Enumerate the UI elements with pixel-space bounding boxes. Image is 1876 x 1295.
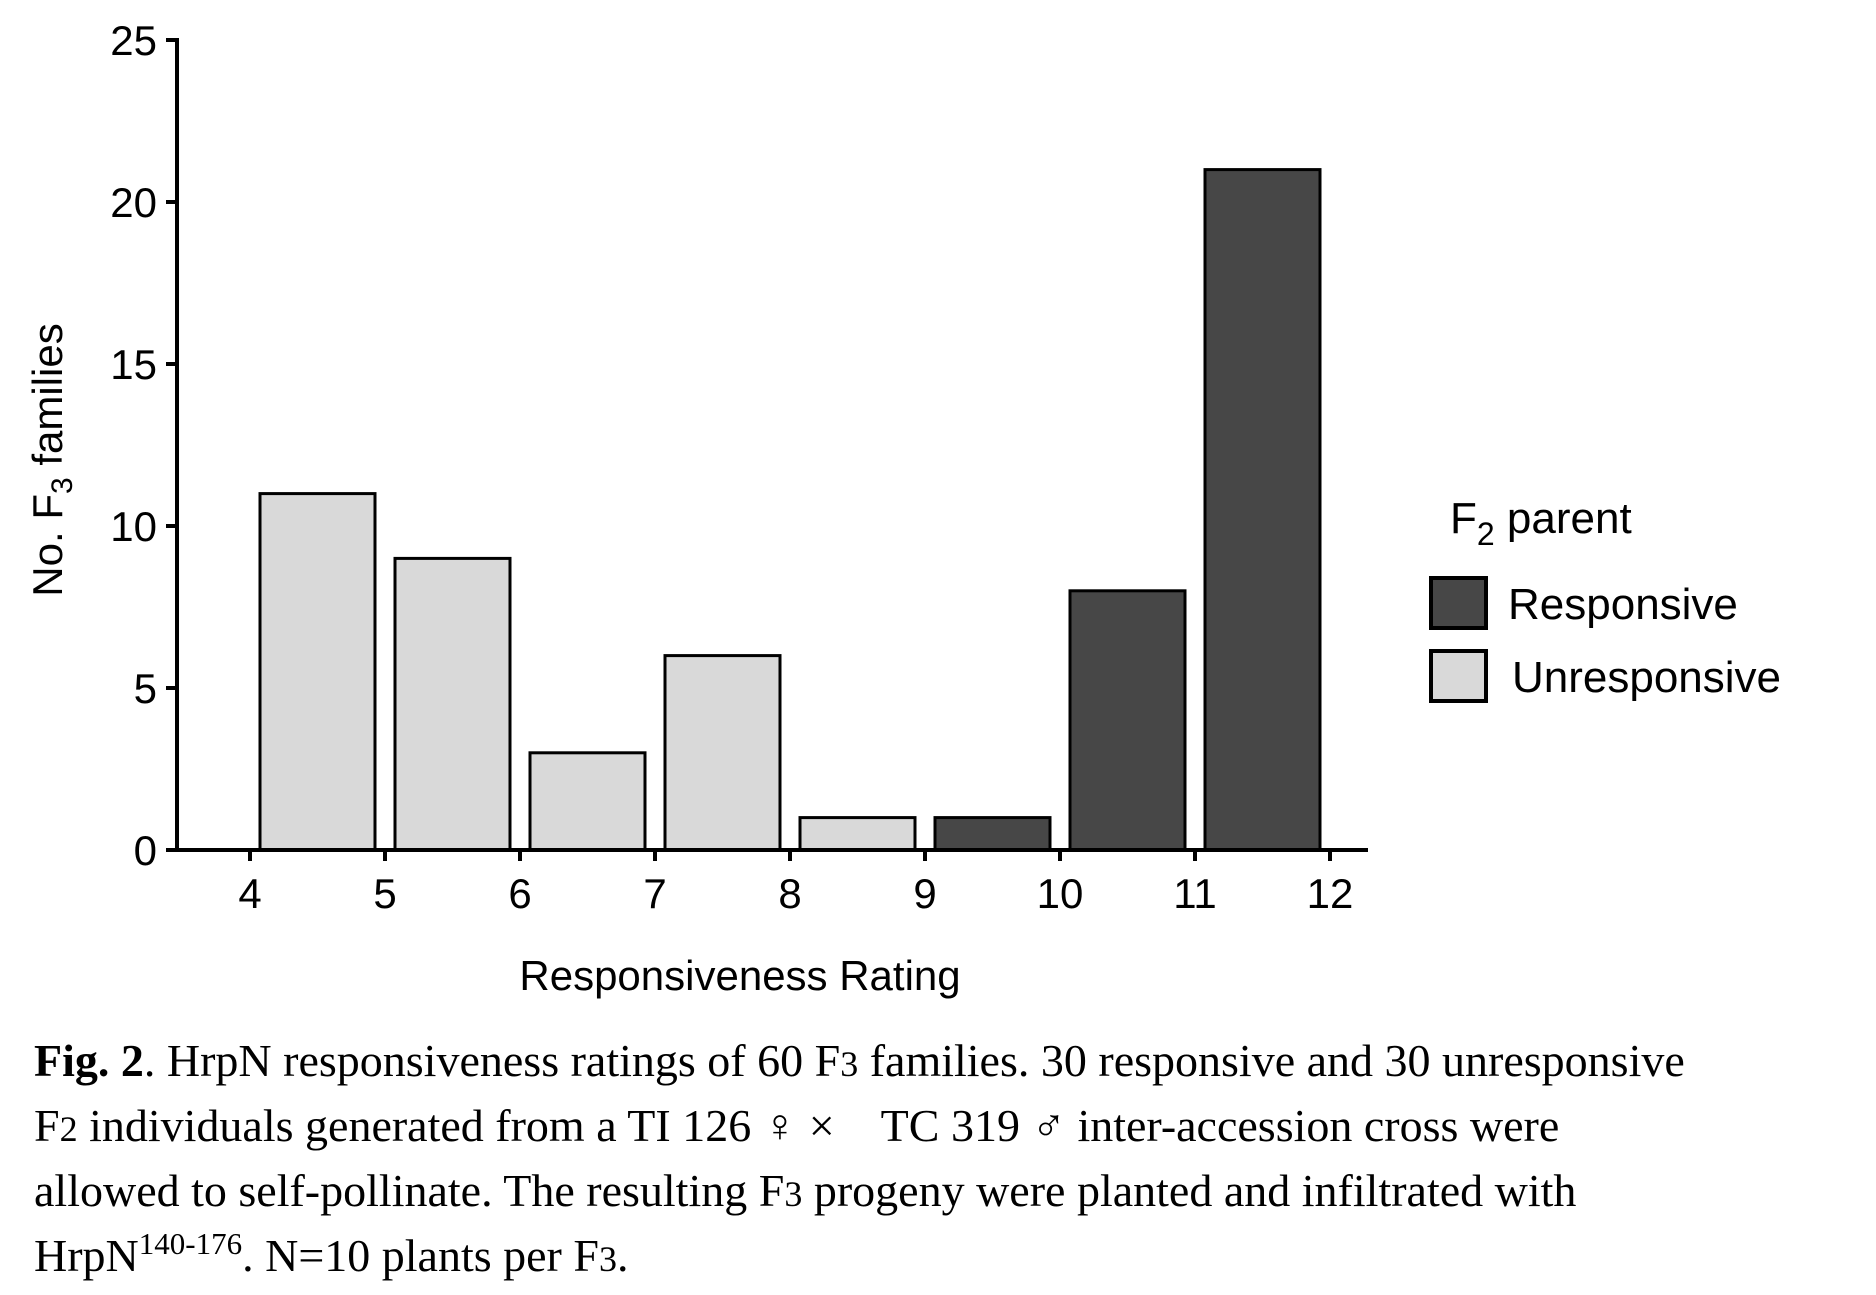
x-tick-label: 4 xyxy=(238,870,261,917)
caption-subscript: 2 xyxy=(59,1109,78,1149)
legend-label-responsive: Responsive xyxy=(1508,580,1738,629)
caption-text: allowed to self-pollinate. The resulting… xyxy=(34,1165,785,1216)
y-tick-label: 15 xyxy=(110,341,157,388)
bar-10-11 xyxy=(1068,589,1187,852)
caption-superscript: 140-176 xyxy=(138,1226,243,1261)
x-tick-label: 10 xyxy=(1037,870,1084,917)
bar-6-7 xyxy=(528,751,647,852)
bar-9-10 xyxy=(933,816,1052,852)
y-tick-label: 25 xyxy=(110,17,157,64)
y-axis-title: No. F3 families xyxy=(24,323,79,596)
bar-5-6 xyxy=(393,556,512,852)
bar-4-5 xyxy=(258,492,377,852)
caption-text: . N=10 plants per F xyxy=(242,1230,599,1281)
caption-text: progeny were planted and infiltrated wit… xyxy=(802,1165,1577,1216)
caption-text: individuals generated from a TI 126 ♀ × … xyxy=(77,1100,1560,1151)
caption-subscript: 3 xyxy=(784,1174,803,1214)
x-tick-label: 5 xyxy=(373,870,396,917)
caption-line-2: F2 individuals generated from a TI 126 ♀… xyxy=(34,1095,1854,1160)
caption-line-1: Fig. 2. HrpN responsiveness ratings of 6… xyxy=(34,1030,1854,1095)
x-tick-label: 12 xyxy=(1307,870,1354,917)
bar-8-9 xyxy=(798,816,917,852)
x-tick-label: 11 xyxy=(1173,870,1217,917)
caption-text: families. 30 responsive and 30 unrespons… xyxy=(858,1035,1685,1086)
y-axis-ticks: 0 5 10 15 20 25 xyxy=(110,17,177,874)
caption-text: HrpN xyxy=(34,1230,139,1281)
figure-caption: Fig. 2. HrpN responsiveness ratings of 6… xyxy=(34,1030,1854,1290)
caption-subscript: 3 xyxy=(598,1239,617,1279)
legend-swatch-responsive xyxy=(1429,576,1488,630)
x-axis-title: Responsiveness Rating xyxy=(519,952,960,999)
caption-line-3: allowed to self-pollinate. The resulting… xyxy=(34,1160,1854,1225)
y-tick-label: 20 xyxy=(110,179,157,226)
x-axis-ticks: 4 5 6 7 8 9 10 11 12 xyxy=(238,850,1353,917)
legend: F2 parent Responsive Unresponsive xyxy=(1429,494,1781,703)
y-tick-label: 10 xyxy=(110,503,157,550)
x-tick-label: 6 xyxy=(508,870,531,917)
legend-label-unresponsive: Unresponsive xyxy=(1512,653,1781,702)
x-tick-label: 8 xyxy=(778,870,801,917)
bar-7-8 xyxy=(663,654,782,852)
bar-11-12 xyxy=(1203,168,1322,852)
y-tick-label: 5 xyxy=(134,665,157,712)
caption-subscript: 3 xyxy=(840,1044,859,1084)
x-tick-label: 9 xyxy=(913,870,936,917)
x-tick-label: 7 xyxy=(643,870,666,917)
y-tick-label: 0 xyxy=(134,827,157,874)
caption-line-4: HrpN140-176. N=10 plants per F3. xyxy=(34,1225,1854,1290)
legend-title: F2 parent xyxy=(1450,494,1632,552)
caption-text: F xyxy=(34,1100,60,1151)
legend-swatch-unresponsive xyxy=(1429,649,1488,703)
caption-text: . HrpN responsiveness ratings of 60 F xyxy=(143,1035,841,1086)
bars-group xyxy=(258,168,1322,852)
figure-label: Fig. 2 xyxy=(34,1035,144,1086)
caption-text: . xyxy=(616,1230,629,1281)
